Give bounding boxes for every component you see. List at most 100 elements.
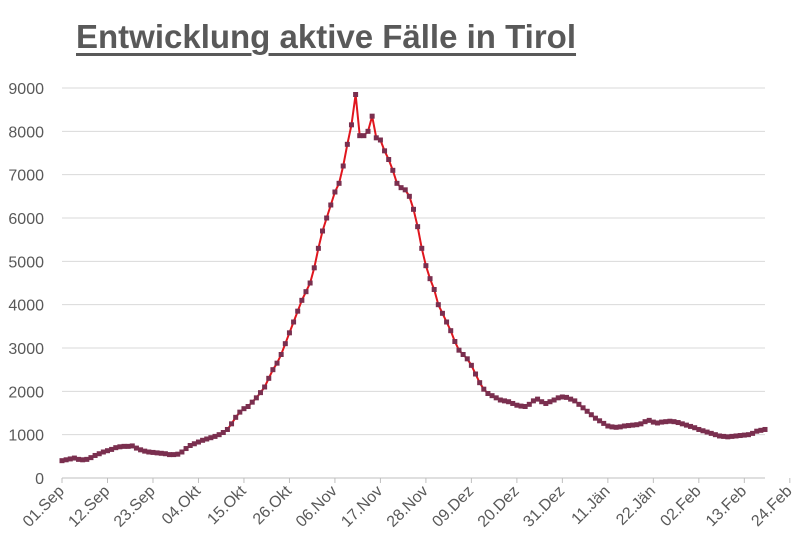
data-point bbox=[100, 449, 106, 455]
data-point bbox=[212, 433, 218, 439]
data-point bbox=[175, 451, 181, 457]
x-tick-label: 12.Sep bbox=[65, 483, 113, 531]
data-point bbox=[133, 445, 139, 451]
data-point bbox=[328, 202, 334, 208]
data-point bbox=[473, 371, 479, 377]
data-point bbox=[348, 122, 354, 128]
data-point bbox=[373, 135, 379, 141]
x-tick-label: 11.Jän bbox=[569, 483, 614, 528]
data-point bbox=[113, 445, 119, 451]
data-point bbox=[572, 398, 578, 404]
y-tick-label: 7000 bbox=[8, 168, 44, 185]
data-point bbox=[617, 424, 623, 430]
data-point bbox=[204, 436, 210, 442]
data-point bbox=[518, 403, 524, 409]
data-point bbox=[96, 451, 102, 457]
data-point bbox=[286, 330, 292, 336]
data-point bbox=[592, 415, 598, 421]
data-point bbox=[200, 437, 206, 443]
data-point bbox=[419, 245, 425, 251]
data-point bbox=[468, 362, 474, 368]
data-point bbox=[762, 426, 768, 432]
data-point bbox=[683, 422, 689, 428]
y-tick-label: 8000 bbox=[8, 124, 44, 141]
data-point bbox=[613, 424, 619, 430]
data-point bbox=[493, 395, 499, 401]
data-point bbox=[340, 163, 346, 169]
x-tick-label: 26.Okt bbox=[250, 482, 296, 528]
data-point bbox=[452, 339, 458, 344]
data-point bbox=[394, 180, 400, 186]
data-point bbox=[171, 452, 177, 458]
data-point bbox=[415, 224, 421, 230]
data-point bbox=[88, 455, 94, 461]
x-tick-label: 24.Feb bbox=[748, 483, 795, 530]
data-point bbox=[423, 263, 429, 269]
data-point bbox=[411, 206, 416, 212]
y-tick-label: 2000 bbox=[8, 384, 44, 401]
data-point bbox=[361, 133, 367, 139]
data-point bbox=[179, 449, 185, 455]
data-point bbox=[481, 386, 487, 392]
data-point bbox=[324, 215, 330, 221]
data-point bbox=[150, 449, 156, 455]
data-point bbox=[522, 404, 528, 409]
x-tick-label: 09.Dez bbox=[429, 483, 477, 531]
data-point bbox=[444, 319, 450, 325]
data-point bbox=[634, 422, 640, 428]
data-point bbox=[241, 406, 247, 412]
y-tick-label: 5000 bbox=[8, 254, 44, 271]
data-point bbox=[501, 398, 507, 404]
data-point bbox=[344, 141, 350, 147]
data-point bbox=[76, 456, 82, 462]
data-point bbox=[195, 439, 201, 445]
data-point bbox=[398, 185, 404, 191]
data-point bbox=[158, 450, 164, 456]
data-point bbox=[489, 393, 495, 399]
x-tick-label: 17.Nov bbox=[338, 483, 386, 531]
data-point bbox=[448, 328, 454, 334]
data-point bbox=[526, 401, 532, 407]
data-point bbox=[667, 418, 673, 424]
data-point bbox=[551, 397, 557, 403]
data-point bbox=[357, 133, 363, 139]
data-point bbox=[717, 433, 723, 439]
data-point bbox=[353, 92, 359, 97]
data-point bbox=[708, 430, 714, 436]
data-point bbox=[63, 457, 69, 463]
data-point bbox=[295, 308, 301, 314]
data-point bbox=[605, 423, 611, 429]
data-point bbox=[646, 417, 652, 423]
data-point bbox=[692, 425, 698, 431]
data-point bbox=[336, 180, 342, 186]
data-point bbox=[282, 341, 288, 347]
data-point bbox=[320, 228, 326, 234]
y-tick-label: 6000 bbox=[8, 211, 44, 228]
data-point bbox=[162, 451, 168, 457]
data-point bbox=[253, 395, 259, 401]
data-point bbox=[510, 400, 516, 406]
data-point bbox=[216, 432, 222, 438]
data-point bbox=[663, 419, 669, 425]
data-point bbox=[555, 395, 561, 401]
data-point bbox=[539, 399, 545, 405]
x-tick-label: 13.Feb bbox=[703, 483, 750, 530]
data-point bbox=[406, 193, 412, 199]
data-point bbox=[233, 414, 239, 420]
data-point bbox=[514, 402, 520, 408]
data-point bbox=[224, 426, 230, 432]
data-point bbox=[377, 137, 383, 143]
data-point bbox=[597, 418, 603, 424]
data-point bbox=[167, 452, 173, 458]
data-point bbox=[621, 423, 627, 429]
data-point bbox=[559, 394, 565, 400]
data-point bbox=[729, 433, 735, 439]
data-point bbox=[535, 396, 541, 402]
data-point bbox=[245, 404, 251, 409]
data-point bbox=[435, 302, 441, 308]
data-point bbox=[584, 408, 590, 414]
data-point bbox=[146, 449, 152, 455]
data-point bbox=[104, 448, 110, 454]
